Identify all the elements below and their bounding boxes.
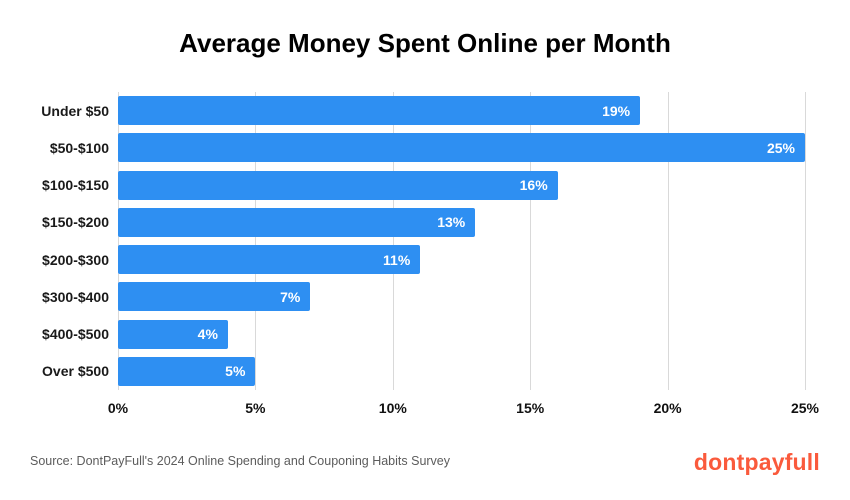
bar-2: 25%	[118, 133, 805, 163]
bar-value-label: 4%	[197, 326, 218, 343]
bar-value-label: 25%	[766, 139, 795, 156]
category-label: $200-$300	[42, 251, 109, 268]
bar-5: 11%	[118, 245, 421, 275]
bar-row: 4%	[118, 319, 805, 349]
bar-row: 25%	[118, 133, 805, 163]
category-label: $50-$100	[49, 139, 109, 156]
bar-value-label: 5%	[225, 363, 246, 380]
bar-value-label: 11%	[383, 251, 411, 268]
x-tick-label: 5%	[245, 400, 266, 416]
bar-value-label: 16%	[519, 177, 548, 194]
bar-value-label: 13%	[437, 214, 466, 231]
x-tick-label: 0%	[107, 400, 129, 416]
category-label: $100-$150	[42, 177, 109, 194]
category-label: $300-$400	[42, 288, 109, 305]
plot-area: 19% 25% 16% 13% 11% 7% 4% 5%	[118, 92, 806, 390]
x-tick-label: 15%	[516, 400, 545, 416]
category-label: Under $50	[41, 102, 109, 119]
bar-row: 7%	[118, 282, 805, 312]
bar-row: 19%	[118, 96, 805, 126]
bar-row: 16%	[118, 170, 805, 200]
chart-title: Average Money Spent Online per Month	[179, 28, 671, 58]
gridline	[118, 92, 119, 390]
bar-3: 16%	[118, 170, 558, 200]
x-tick-label: 20%	[653, 400, 682, 416]
bar-7: 4%	[118, 319, 228, 349]
category-label: $150-$200	[42, 214, 109, 231]
gridline	[530, 92, 532, 390]
gridline	[392, 92, 394, 390]
bar-value-label: 7%	[280, 288, 301, 305]
gridline	[255, 92, 257, 390]
bar-4: 13%	[118, 207, 476, 237]
category-label: $400-$500	[42, 326, 109, 343]
x-tick-label: 25%	[790, 400, 820, 416]
x-tick-label: 10%	[378, 400, 407, 416]
gridline	[667, 92, 669, 390]
bar-8: 5%	[118, 356, 256, 386]
bar-row: 11%	[118, 245, 805, 275]
source-attribution: Source: DontPayFull's 2024 Online Spendi…	[30, 454, 451, 468]
bar-6: 7%	[118, 282, 311, 312]
dontpayfull-logo: dontpayfull	[693, 449, 820, 475]
bar-row: 13%	[118, 207, 805, 237]
bar-1: 19%	[118, 96, 641, 126]
bar-value-label: 19%	[602, 102, 631, 119]
gridline	[805, 92, 806, 390]
category-label: Over $500	[42, 363, 109, 380]
bar-row: 5%	[118, 356, 805, 386]
